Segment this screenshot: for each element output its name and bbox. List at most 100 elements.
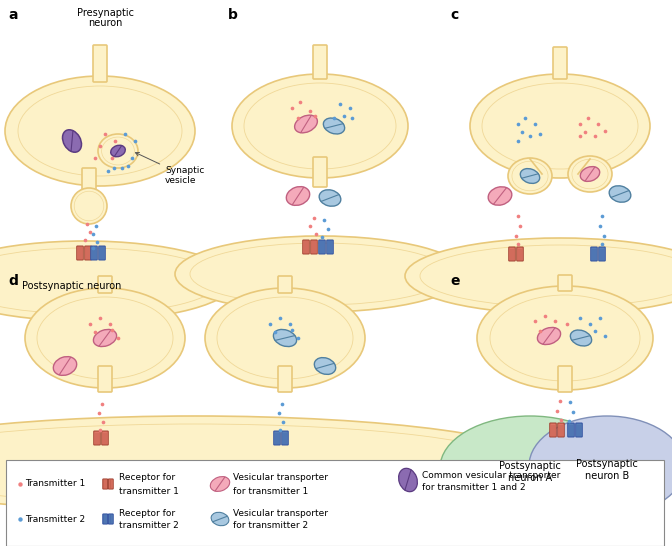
Ellipse shape: [0, 241, 235, 321]
FancyBboxPatch shape: [517, 247, 523, 261]
Ellipse shape: [488, 187, 512, 205]
FancyBboxPatch shape: [558, 275, 572, 291]
Text: for transmitter 2: for transmitter 2: [233, 521, 308, 531]
Point: [93, 408, 104, 417]
Text: a: a: [8, 8, 17, 22]
FancyBboxPatch shape: [99, 246, 106, 260]
Text: Common vesicular transporter: Common vesicular transporter: [422, 471, 560, 479]
FancyBboxPatch shape: [303, 240, 309, 254]
Text: Receptor for: Receptor for: [119, 508, 175, 518]
FancyBboxPatch shape: [6, 460, 664, 546]
Ellipse shape: [440, 416, 620, 520]
Point: [97, 418, 108, 426]
Point: [530, 120, 540, 128]
FancyBboxPatch shape: [274, 431, 280, 445]
Point: [550, 317, 560, 325]
Ellipse shape: [62, 130, 81, 152]
Point: [269, 328, 280, 336]
Text: Postsynaptic neuron: Postsynaptic neuron: [22, 281, 122, 291]
Ellipse shape: [0, 424, 515, 504]
Point: [568, 408, 579, 417]
Point: [575, 120, 585, 128]
Point: [583, 114, 593, 122]
Point: [308, 213, 319, 222]
FancyBboxPatch shape: [108, 479, 113, 489]
FancyBboxPatch shape: [568, 423, 575, 437]
Text: transmitter 2: transmitter 2: [119, 521, 179, 531]
Ellipse shape: [529, 416, 672, 516]
Point: [580, 128, 591, 136]
Point: [515, 222, 526, 230]
Text: Synaptic
vesicle: Synaptic vesicle: [136, 152, 204, 186]
FancyBboxPatch shape: [319, 240, 325, 254]
Point: [304, 106, 315, 115]
Ellipse shape: [398, 468, 417, 492]
Point: [285, 319, 296, 328]
Point: [599, 232, 610, 240]
Point: [81, 219, 92, 228]
Point: [513, 136, 523, 145]
Point: [15, 479, 26, 488]
Point: [597, 212, 607, 221]
Point: [274, 408, 284, 417]
Ellipse shape: [512, 161, 548, 191]
Point: [519, 114, 530, 122]
FancyBboxPatch shape: [278, 366, 292, 392]
Point: [79, 236, 90, 245]
FancyBboxPatch shape: [82, 168, 96, 190]
Point: [126, 153, 137, 162]
Ellipse shape: [477, 286, 653, 390]
Point: [130, 136, 140, 145]
Point: [513, 120, 523, 128]
Point: [107, 325, 118, 334]
Ellipse shape: [71, 188, 107, 224]
Point: [292, 114, 303, 122]
Point: [589, 132, 600, 140]
Ellipse shape: [319, 190, 341, 206]
Point: [589, 327, 600, 335]
Point: [513, 240, 523, 248]
Ellipse shape: [190, 243, 450, 305]
Ellipse shape: [572, 159, 608, 189]
Point: [292, 334, 303, 342]
Text: Transmitter 1: Transmitter 1: [25, 479, 85, 489]
FancyBboxPatch shape: [313, 45, 327, 79]
FancyBboxPatch shape: [93, 45, 107, 82]
Point: [310, 111, 321, 120]
Ellipse shape: [294, 115, 317, 133]
Point: [323, 224, 333, 233]
Ellipse shape: [210, 477, 230, 491]
Text: Transmitter 2: Transmitter 2: [25, 514, 85, 524]
Point: [107, 153, 118, 162]
Ellipse shape: [470, 74, 650, 178]
Ellipse shape: [0, 416, 545, 512]
Point: [287, 104, 298, 112]
Ellipse shape: [274, 329, 296, 347]
Text: for transmitter 1: for transmitter 1: [233, 486, 308, 496]
Point: [87, 244, 98, 252]
FancyBboxPatch shape: [310, 240, 317, 254]
FancyBboxPatch shape: [553, 47, 567, 79]
Point: [15, 515, 26, 524]
Point: [552, 407, 562, 416]
Point: [513, 212, 523, 221]
Text: c: c: [450, 8, 458, 22]
Ellipse shape: [211, 512, 229, 526]
FancyBboxPatch shape: [278, 276, 292, 293]
Ellipse shape: [490, 295, 640, 381]
Point: [530, 317, 540, 325]
Point: [329, 114, 339, 122]
Point: [535, 327, 546, 335]
Point: [85, 228, 95, 236]
Ellipse shape: [538, 328, 560, 345]
Ellipse shape: [5, 76, 195, 186]
FancyBboxPatch shape: [509, 247, 515, 261]
Point: [275, 313, 286, 322]
Point: [97, 400, 108, 408]
Ellipse shape: [111, 145, 125, 157]
Point: [595, 222, 605, 230]
Ellipse shape: [74, 191, 103, 221]
Point: [89, 328, 100, 336]
Point: [335, 99, 345, 108]
Ellipse shape: [508, 158, 552, 194]
